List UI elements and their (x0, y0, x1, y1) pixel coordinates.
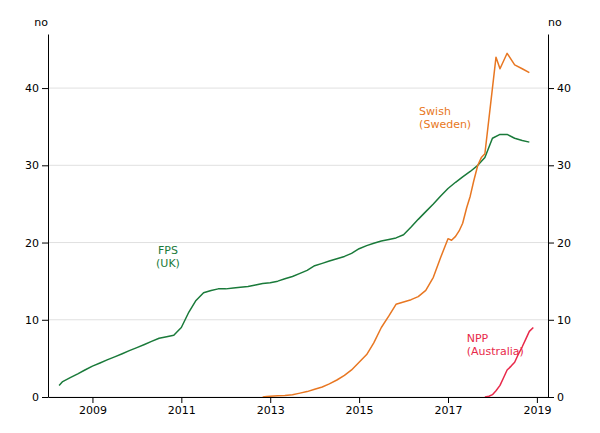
annotation-line: (Australia) (467, 345, 524, 358)
tick: 2011 (168, 397, 196, 417)
tick-mark (359, 397, 360, 403)
annotation-line: (UK) (156, 257, 180, 270)
tick-mark (42, 243, 48, 244)
grid (48, 88, 548, 397)
tick-mark (548, 320, 554, 321)
tick-mark (548, 165, 554, 166)
tick-label: 2017 (435, 404, 463, 417)
tick-mark (270, 397, 271, 403)
annotation-line: (Sweden) (419, 118, 471, 131)
tick: 2009 (79, 397, 107, 417)
tick: 40 (25, 82, 48, 95)
tick-mark (548, 88, 554, 89)
series-line (485, 327, 533, 397)
annotation-line: Swish (419, 105, 451, 118)
tick: 40 (548, 82, 571, 95)
tick-label: 40 (25, 82, 39, 95)
tick-label: 20 (557, 237, 571, 250)
tick-label: 20 (25, 237, 39, 250)
y-axis-label: no (34, 16, 48, 29)
tick: 2015 (346, 397, 374, 417)
chart: 2009 2011 2013 2015 2017 2019 0 10 20 30 40 0 10 20 30… (0, 0, 600, 433)
tick-label: 40 (557, 82, 571, 95)
tick-label: 10 (25, 314, 39, 327)
tick-label: 30 (557, 159, 571, 172)
tick-label: 0 (32, 391, 39, 404)
tick-mark (548, 243, 554, 244)
tick-label: 30 (25, 159, 39, 172)
tick-mark (548, 397, 554, 398)
tick-label: 0 (557, 391, 564, 404)
grid-line (48, 397, 548, 398)
tick-mark (42, 165, 48, 166)
tick: 30 (25, 159, 48, 172)
tick-mark (448, 397, 449, 403)
tick-label: 2019 (523, 404, 551, 417)
tick-mark (42, 320, 48, 321)
annotation: FPS(UK) (156, 244, 180, 270)
annotations: FPS(UK) Swish(Sweden) NPP(Australia) (156, 105, 524, 358)
tick: 0 (32, 391, 48, 404)
grid-line (48, 165, 548, 166)
lines (59, 53, 533, 397)
tick-mark (181, 397, 182, 403)
tick-label: 2009 (79, 404, 107, 417)
y2-axis: 0 10 20 30 40 (548, 35, 571, 405)
annotation-line: NPP (467, 332, 489, 345)
plot: 2009 2011 2013 2015 2017 2019 0 10 20 30 40 0 10 20 30… (25, 16, 571, 417)
tick: 10 (548, 314, 571, 327)
tick: 20 (25, 237, 48, 250)
x-axis: 2009 2011 2013 2015 2017 2019 (49, 397, 552, 417)
series-line (263, 53, 530, 397)
tick: 2017 (435, 397, 463, 417)
axis-line (48, 35, 49, 398)
tick: 2013 (257, 397, 285, 417)
axis-line (49, 397, 549, 398)
grid-line (48, 319, 548, 320)
tick-mark (537, 397, 538, 403)
tick: 20 (548, 237, 571, 250)
tick: 30 (548, 159, 571, 172)
grid-line (48, 242, 548, 243)
tick-label: 10 (557, 314, 571, 327)
tick: 2019 (523, 397, 551, 417)
annotation: NPP(Australia) (467, 332, 524, 358)
tick-mark (42, 88, 48, 89)
tick: 0 (548, 391, 564, 404)
tick-label: 2013 (257, 404, 285, 417)
tick: 10 (25, 314, 48, 327)
tick-mark (42, 397, 48, 398)
annotation-line: FPS (158, 244, 178, 257)
annotation: Swish(Sweden) (419, 105, 471, 131)
y2-axis-label: no (548, 16, 562, 29)
tick-label: 2015 (346, 404, 374, 417)
grid-line (48, 88, 548, 89)
y-axis: 0 10 20 30 40 (25, 35, 49, 405)
series-line (59, 134, 529, 385)
tick-label: 2011 (168, 404, 196, 417)
tick-mark (92, 397, 93, 403)
